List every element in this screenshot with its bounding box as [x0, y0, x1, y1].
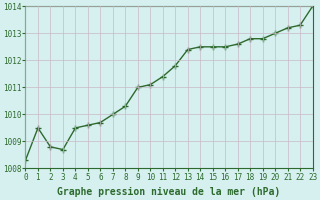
X-axis label: Graphe pression niveau de la mer (hPa): Graphe pression niveau de la mer (hPa): [57, 187, 281, 197]
